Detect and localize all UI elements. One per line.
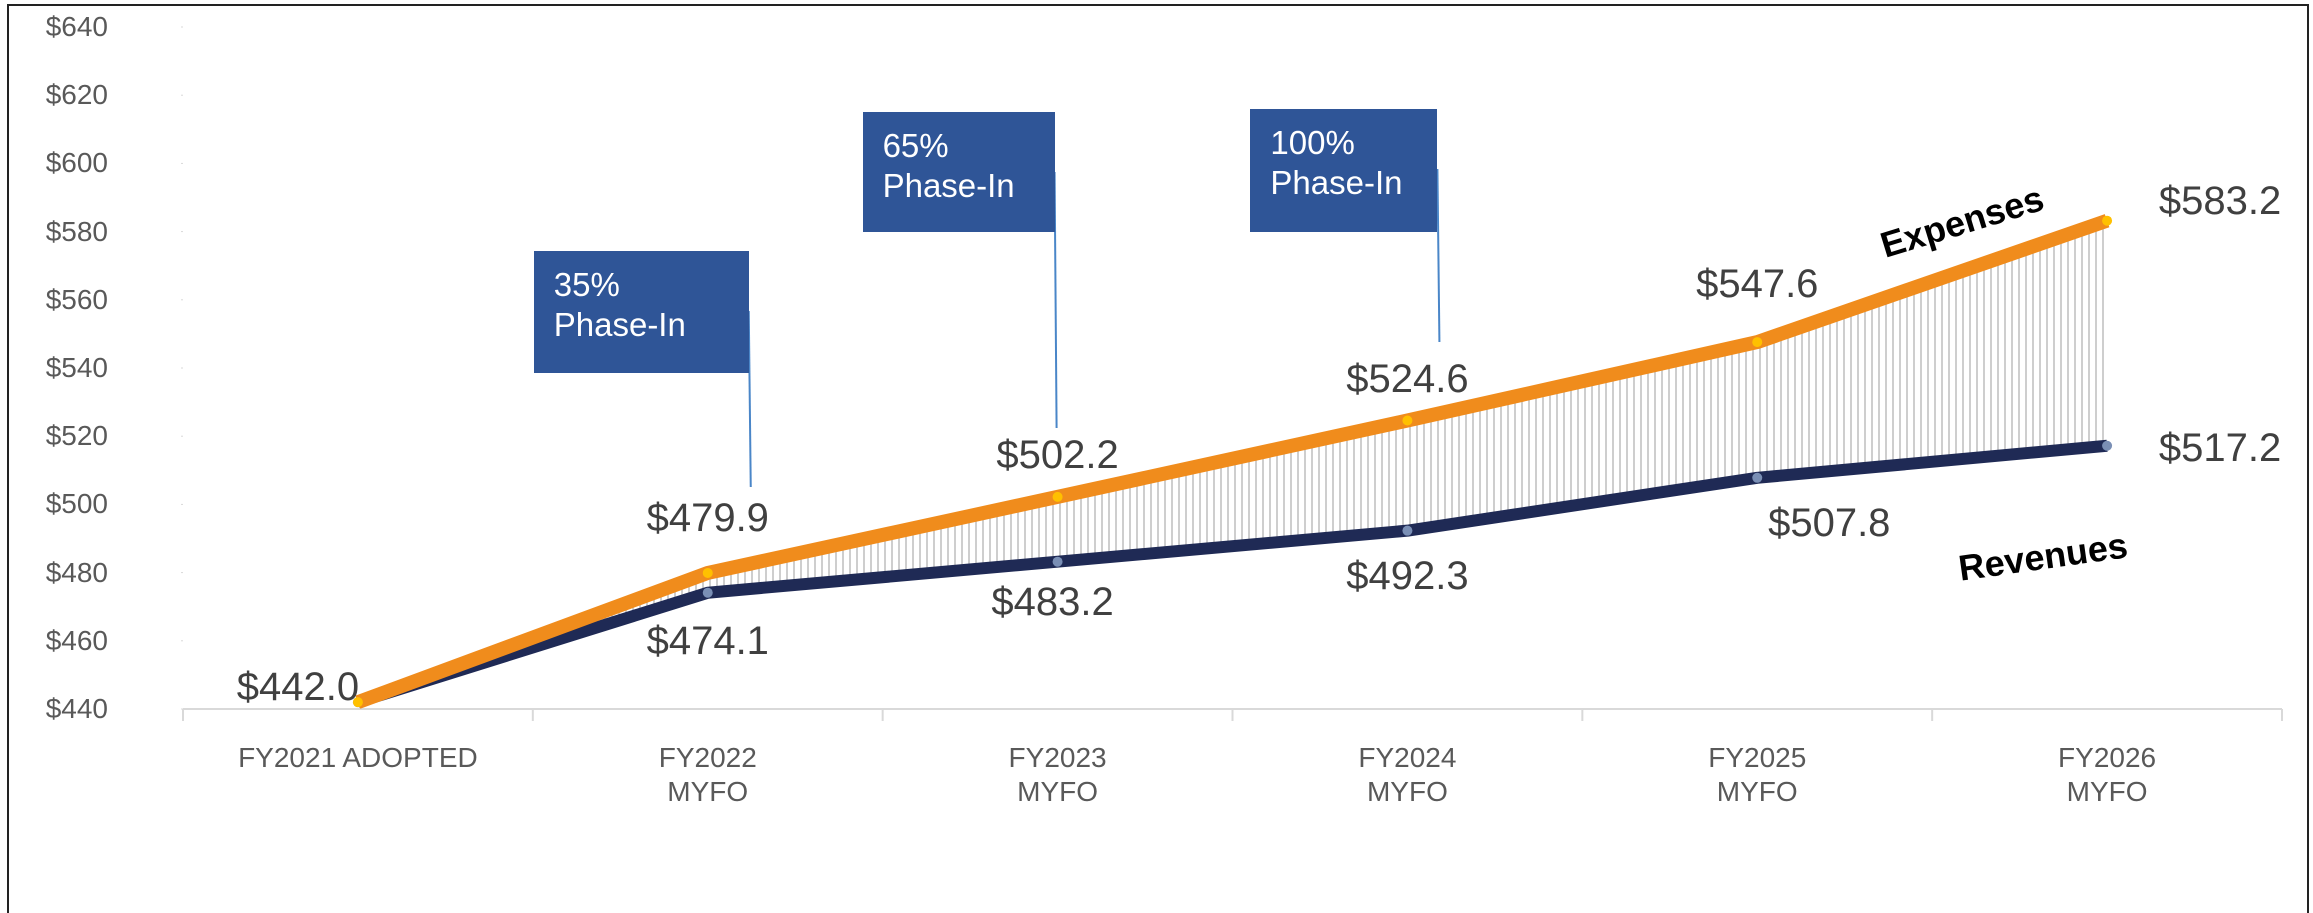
x-tick-label: FY2023 MYFO [1008,742,1107,807]
x-tick-label: FY2026 MYFO [2058,742,2157,807]
x-tick-label: FY2021 ADOPTED [238,742,478,773]
y-tick-label: $640 [45,11,108,43]
annotation: 100% Phase-In [1250,109,1438,232]
data-label: $502.2 [996,432,1119,477]
point [2102,215,2113,226]
y-tick-label: $480 [45,556,108,588]
annotation-leader [1053,171,1058,429]
series-line [356,439,2108,708]
y-tick-label: $600 [45,147,108,179]
annotation-leader [1436,168,1441,343]
data-label: $583.2 [2158,178,2282,223]
point [1402,525,1413,536]
y-tick-label: $580 [45,215,108,247]
point [352,697,363,708]
annotation-leader [747,310,752,488]
data-label: $517.2 [2158,425,2282,470]
data-label: $483.2 [991,579,1114,624]
point [1752,472,1763,483]
y-tick-label: $460 [45,625,108,656]
series-line [355,214,2110,709]
data-label: $474.1 [646,618,769,663]
data-label: $492.3 [1346,553,1469,598]
y-tick-label: $620 [45,79,108,111]
point [1752,337,1763,348]
y-tick-label: $440 [45,693,108,725]
annotation: 65% Phase-In [862,112,1055,232]
data-label: $507.8 [1768,500,1891,545]
y-tick-label: $560 [45,284,108,315]
x-tick-label: FY2024 MYFO [1358,742,1457,807]
point [702,587,713,598]
point [702,567,713,578]
frame [7,4,2309,913]
data-label: $479.9 [646,495,769,540]
y-tick-label: $540 [45,352,108,384]
point [2102,440,2113,451]
x-tick-label: FY2025 MYFO [1708,742,1807,807]
point [1402,415,1413,426]
y-tick-label: $520 [45,420,108,452]
data-label: $547.6 [1696,262,1819,307]
annotation: 35% Phase-In [533,251,749,373]
data-label: $524.6 [1346,356,1469,401]
point [1052,556,1063,567]
point [1052,491,1063,502]
data-label: $442.0 [236,665,360,710]
x-tick-label: FY2022 MYFO [658,742,757,807]
y-tick-label: $500 [45,488,108,520]
